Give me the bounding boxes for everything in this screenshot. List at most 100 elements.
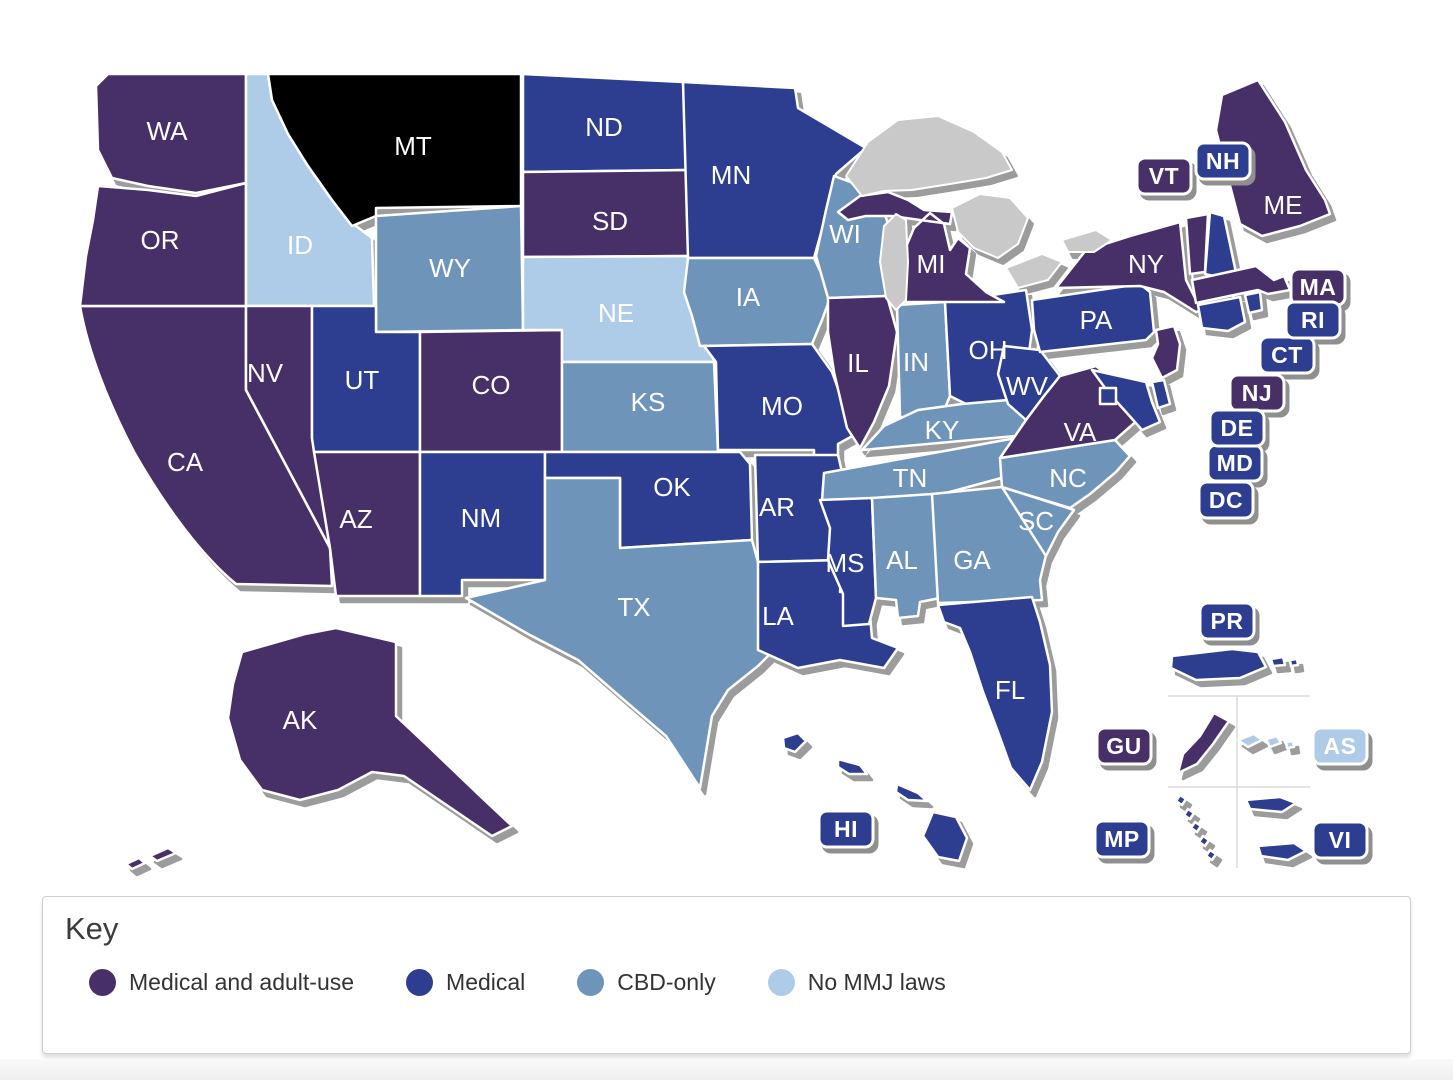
badge-NH[interactable]: NH <box>1194 141 1252 181</box>
state-label-OH: OH <box>969 335 1008 365</box>
bottom-strip <box>0 1059 1453 1080</box>
state-label-TN: TN <box>893 463 928 493</box>
state-NJ[interactable] <box>1150 324 1182 380</box>
lake-michigan <box>879 213 909 311</box>
badge-CT[interactable]: CT <box>1258 335 1316 375</box>
lake-ontario <box>1061 229 1113 253</box>
badge-label-CT: CT <box>1271 342 1303 368</box>
state-label-NV: NV <box>247 358 284 388</box>
badge-rect-NH <box>1194 141 1252 181</box>
state-label-WA: WA <box>147 116 189 146</box>
state-label-AZ: AZ <box>339 504 372 534</box>
badge-PR[interactable]: PR <box>1198 601 1256 641</box>
state-DC[interactable] <box>1098 386 1118 406</box>
state-RI[interactable] <box>1243 290 1264 315</box>
badge-VT[interactable]: VT <box>1135 156 1193 196</box>
badge-label-MP: MP <box>1104 826 1140 852</box>
lake-huron <box>951 193 1029 259</box>
state-MI[interactable] <box>836 190 1006 304</box>
state-VI[interactable] <box>1244 795 1308 862</box>
badge-label-PR: PR <box>1211 608 1244 634</box>
state-label-ND: ND <box>585 112 623 142</box>
state-label-MT: MT <box>394 131 432 161</box>
key-item-adult: Medical and adult-use <box>89 969 354 996</box>
badge-label-DC: DC <box>1209 487 1243 513</box>
state-GU[interactable] <box>1176 711 1231 775</box>
state-MT[interactable] <box>266 72 523 228</box>
state-label-WI: WI <box>829 219 861 249</box>
key-legend: Medical and adult-use Medical CBD-only No M… <box>65 969 1410 996</box>
state-label-WY: WY <box>429 253 471 283</box>
state-label-MI: MI <box>917 249 946 279</box>
state-MP[interactable] <box>1174 793 1218 862</box>
badge-GU[interactable]: GU <box>1095 726 1153 766</box>
badge-label-MA: MA <box>1300 274 1337 300</box>
state-label-GA: GA <box>953 545 991 575</box>
badge-MD[interactable]: MD <box>1206 443 1264 483</box>
state-HI[interactable] <box>781 731 969 863</box>
state-label-KS: KS <box>631 387 666 417</box>
badge-label-HI: HI <box>834 816 858 842</box>
badge-rect-GU <box>1095 726 1153 766</box>
state-IL[interactable] <box>826 294 899 450</box>
badge-DE[interactable]: DE <box>1208 408 1266 448</box>
badge-RI[interactable]: RI <box>1284 300 1342 340</box>
state-label-MN: MN <box>711 160 751 190</box>
state-label-NC: NC <box>1049 463 1087 493</box>
state-label-FL: FL <box>995 675 1025 705</box>
badge-label-VT: VT <box>1149 163 1179 189</box>
badge-rect-CT <box>1258 335 1316 375</box>
state-PR[interactable] <box>1169 647 1300 682</box>
state-DE[interactable] <box>1150 378 1172 410</box>
state-label-WV: WV <box>1006 371 1049 401</box>
state-MO[interactable] <box>702 342 858 460</box>
badge-label-GU: GU <box>1106 733 1142 759</box>
state-label-CO: CO <box>472 370 511 400</box>
key-panel: Key Medical and adult-use Medical CBD-only… <box>42 896 1411 1054</box>
badge-MP[interactable]: MP <box>1093 819 1151 859</box>
badge-NJ[interactable]: NJ <box>1228 373 1286 413</box>
badge-label-VI: VI <box>1329 827 1352 853</box>
badge-VI[interactable]: VI <box>1311 820 1369 860</box>
badge-label-NH: NH <box>1206 148 1240 174</box>
state-AZ[interactable] <box>312 450 422 598</box>
state-label-NM: NM <box>461 503 501 533</box>
state-label-ME: ME <box>1264 190 1303 220</box>
state-AK[interactable] <box>124 626 514 871</box>
state-NC[interactable] <box>998 438 1132 510</box>
lake-superior <box>845 115 1013 197</box>
state-TX[interactable] <box>464 476 788 790</box>
badge-rect-VI <box>1311 820 1369 860</box>
state-label-OR: OR <box>141 225 180 255</box>
badge-rect-HI <box>817 809 875 849</box>
lake-erie <box>1005 253 1063 289</box>
map-shapes: CA OR WA ID MT WY NV UT CO AZ NM ND SD NE KS OK TX MN IA MO… <box>78 72 1332 871</box>
badge-label-DE: DE <box>1221 415 1254 441</box>
badge-label-AS: AS <box>1324 733 1357 759</box>
badge-AS[interactable]: AS <box>1311 726 1369 766</box>
state-label-KY: KY <box>925 415 960 445</box>
badge-rect-RI <box>1284 300 1342 340</box>
state-AS[interactable] <box>1236 732 1296 750</box>
state-WA[interactable] <box>94 72 248 195</box>
badge-MA[interactable]: MA <box>1289 267 1347 307</box>
state-label-AR: AR <box>759 492 795 522</box>
badge-HI[interactable]: HI <box>817 809 875 849</box>
state-label-LA: LA <box>762 601 794 631</box>
state-CA[interactable] <box>78 304 334 588</box>
state-label-ID: ID <box>287 230 313 260</box>
state-FL[interactable] <box>936 595 1054 792</box>
state-label-MO: MO <box>761 391 803 421</box>
key-label-medical: Medical <box>446 969 526 995</box>
badge-DC[interactable]: DC <box>1197 480 1255 520</box>
key-item-cbd: CBD-only <box>577 969 716 996</box>
key-swatch-adult-icon <box>89 969 116 996</box>
state-label-PA: PA <box>1080 305 1113 335</box>
state-CT[interactable] <box>1196 295 1247 333</box>
state-label-AK: AK <box>283 705 318 735</box>
key-item-medical: Medical <box>406 969 525 996</box>
key-title: Key <box>65 911 119 946</box>
state-label-SD: SD <box>592 206 628 236</box>
